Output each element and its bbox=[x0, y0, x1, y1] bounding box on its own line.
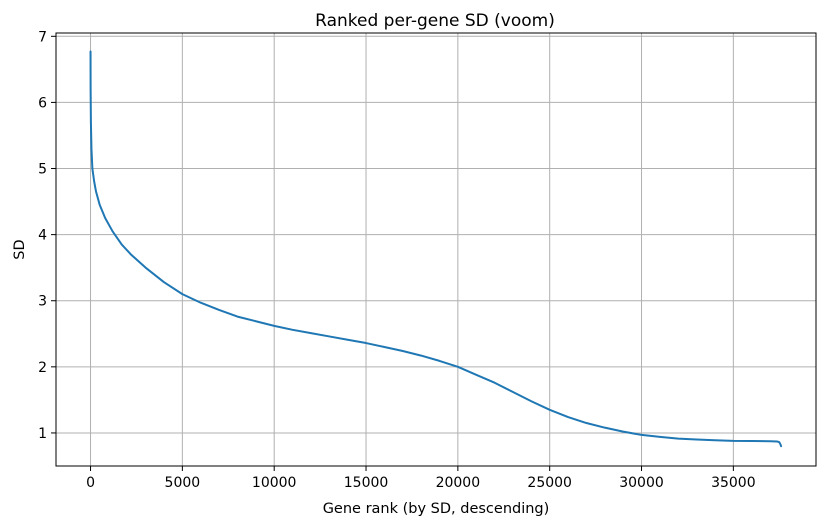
y-tick-label: 2 bbox=[38, 360, 47, 376]
x-tick-label: 5000 bbox=[165, 475, 201, 491]
x-tick-label: 35000 bbox=[711, 475, 756, 491]
series-line-0 bbox=[89, 50, 783, 448]
x-tick-label: 25000 bbox=[527, 475, 572, 491]
chart-title: Ranked per-gene SD (voom) bbox=[315, 11, 555, 31]
y-axis-title: SD bbox=[12, 239, 28, 259]
y-tick-label: 1 bbox=[38, 426, 47, 442]
x-tick-label: 20000 bbox=[436, 475, 481, 491]
x-tick-label: 0 bbox=[86, 475, 95, 491]
plot-frame bbox=[55, 32, 817, 467]
y-tick-label: 6 bbox=[38, 95, 47, 111]
y-tick-label: 5 bbox=[38, 162, 47, 178]
x-tick-label: 30000 bbox=[619, 475, 664, 491]
x-axis-title: Gene rank (by SD, descending) bbox=[323, 501, 550, 517]
grid bbox=[56, 33, 816, 466]
y-tick-label: 4 bbox=[38, 228, 47, 244]
y-tick-label: 7 bbox=[38, 29, 47, 45]
y-tick-label: 3 bbox=[38, 294, 47, 310]
series-lines bbox=[89, 50, 783, 448]
x-tick-label: 15000 bbox=[344, 475, 389, 491]
x-tick-label: 10000 bbox=[252, 475, 297, 491]
axis-ticks: 0 5000 10000 15000 20000 25000 30000 35000 1 2 3 4 5… bbox=[38, 29, 756, 491]
